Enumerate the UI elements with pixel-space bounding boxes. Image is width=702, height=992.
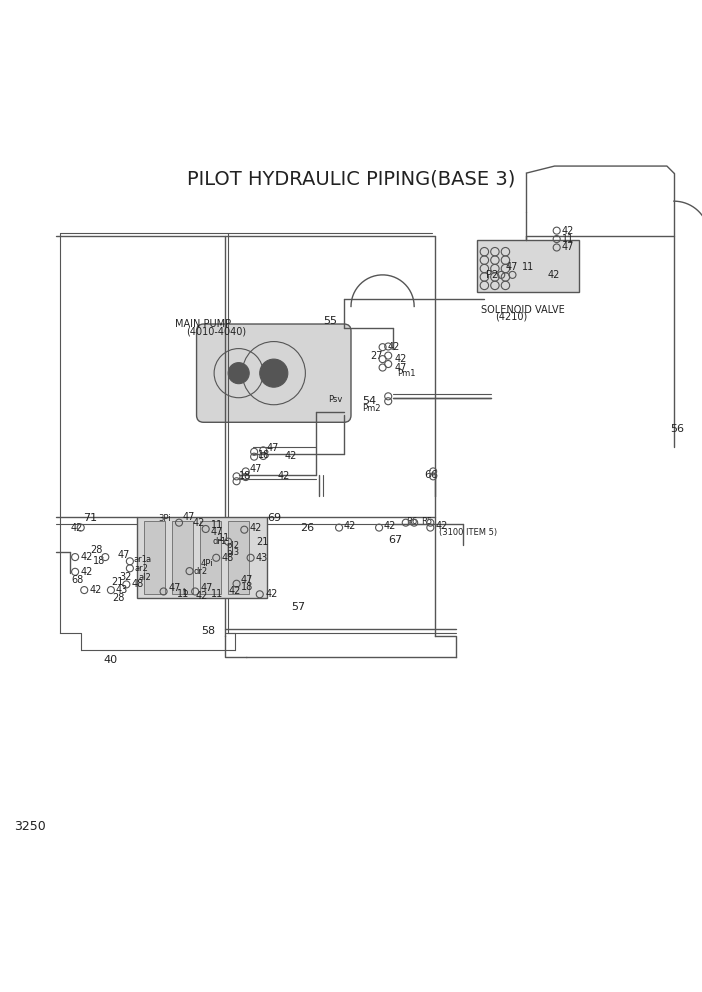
Text: b: b [183,588,188,597]
Text: a: a [145,555,150,563]
Text: 4Pi: 4Pi [201,558,213,567]
Text: SOLENOID VALVE: SOLENOID VALVE [481,305,564,315]
Text: 47: 47 [562,242,574,253]
Text: 11: 11 [522,262,534,272]
Text: PILOT HYDRAULIC PIPING(BASE 3): PILOT HYDRAULIC PIPING(BASE 3) [187,170,515,188]
Text: 42: 42 [193,518,206,528]
Text: 43: 43 [116,585,128,595]
Text: 26: 26 [300,523,314,533]
Text: dr1: dr1 [212,537,226,547]
Text: 42: 42 [228,586,241,596]
Text: 42: 42 [284,451,297,461]
Text: 28: 28 [112,593,125,603]
Text: 3250: 3250 [14,820,46,833]
Circle shape [228,363,249,384]
Text: 18: 18 [241,581,253,591]
Text: 21: 21 [256,538,269,548]
Text: 42: 42 [344,521,357,531]
Text: 42: 42 [395,354,407,364]
Text: 18: 18 [93,557,105,566]
Text: pl2: pl2 [226,541,239,550]
FancyBboxPatch shape [477,240,579,293]
Text: al2: al2 [139,573,152,582]
Text: 42: 42 [265,589,278,599]
FancyBboxPatch shape [172,521,193,594]
Text: 42: 42 [195,591,208,601]
Text: 42: 42 [277,471,290,481]
Text: ar2: ar2 [135,563,149,572]
Text: 43: 43 [256,553,267,562]
Text: 69: 69 [267,514,281,524]
Text: 68: 68 [72,575,84,585]
Text: 11: 11 [211,521,223,531]
Text: 66: 66 [425,470,439,480]
FancyBboxPatch shape [228,521,249,594]
Text: 47: 47 [249,464,262,474]
Text: ar1: ar1 [133,555,147,563]
Text: Psv: Psv [329,395,343,404]
Text: Pm1: Pm1 [397,369,416,378]
Text: 58: 58 [201,627,216,637]
Text: 42: 42 [562,225,574,236]
Text: 55: 55 [323,315,337,325]
Text: 47: 47 [241,575,253,585]
Text: 47: 47 [395,362,407,373]
Text: 42: 42 [435,521,448,531]
Text: 3Pi: 3Pi [159,514,171,523]
Circle shape [260,359,288,387]
Text: 47: 47 [118,550,131,559]
Text: 11: 11 [218,533,230,544]
Text: dr2: dr2 [194,566,208,575]
Text: 47: 47 [183,512,195,522]
Text: 57: 57 [291,602,305,612]
Text: 54: 54 [362,396,376,407]
FancyBboxPatch shape [137,517,267,598]
Text: 32: 32 [119,572,132,582]
Text: 42: 42 [249,523,262,533]
Text: 42: 42 [89,585,102,595]
Text: (3100 ITEM 5): (3100 ITEM 5) [439,528,497,537]
Text: 48: 48 [221,553,233,562]
Text: 47: 47 [267,443,279,453]
Text: 47: 47 [505,262,518,272]
Text: 67: 67 [388,535,402,545]
Text: 42: 42 [81,566,93,576]
Text: 47: 47 [200,583,213,593]
Text: 21: 21 [111,576,124,586]
Text: 18: 18 [258,450,270,460]
Text: pl3: pl3 [226,548,239,557]
Text: 42: 42 [70,523,83,533]
FancyBboxPatch shape [144,521,165,594]
Text: 11: 11 [177,588,189,598]
Text: Pm2: Pm2 [362,404,380,413]
Text: 27: 27 [370,350,383,361]
Text: (4210): (4210) [495,312,527,322]
Text: R5: R5 [421,518,432,527]
Text: 42: 42 [384,521,397,531]
FancyBboxPatch shape [200,521,221,594]
Text: 71: 71 [83,514,97,524]
Text: 40: 40 [104,655,118,665]
Text: 11: 11 [562,234,574,244]
Text: 42: 42 [81,553,93,562]
Text: (4010-4040): (4010-4040) [186,326,246,336]
FancyBboxPatch shape [197,324,351,423]
Text: 48: 48 [132,579,144,589]
Text: 47: 47 [211,527,223,537]
Text: 11: 11 [211,588,223,598]
Text: P2: P2 [486,270,498,280]
Text: 42: 42 [548,270,560,280]
Text: MAIN PUMP: MAIN PUMP [176,319,232,329]
Text: R6: R6 [406,518,417,527]
Text: 18: 18 [239,471,251,481]
Text: 42: 42 [388,342,400,352]
Text: 28: 28 [90,545,102,556]
Text: 47: 47 [168,583,181,593]
Text: 56: 56 [670,425,684,434]
